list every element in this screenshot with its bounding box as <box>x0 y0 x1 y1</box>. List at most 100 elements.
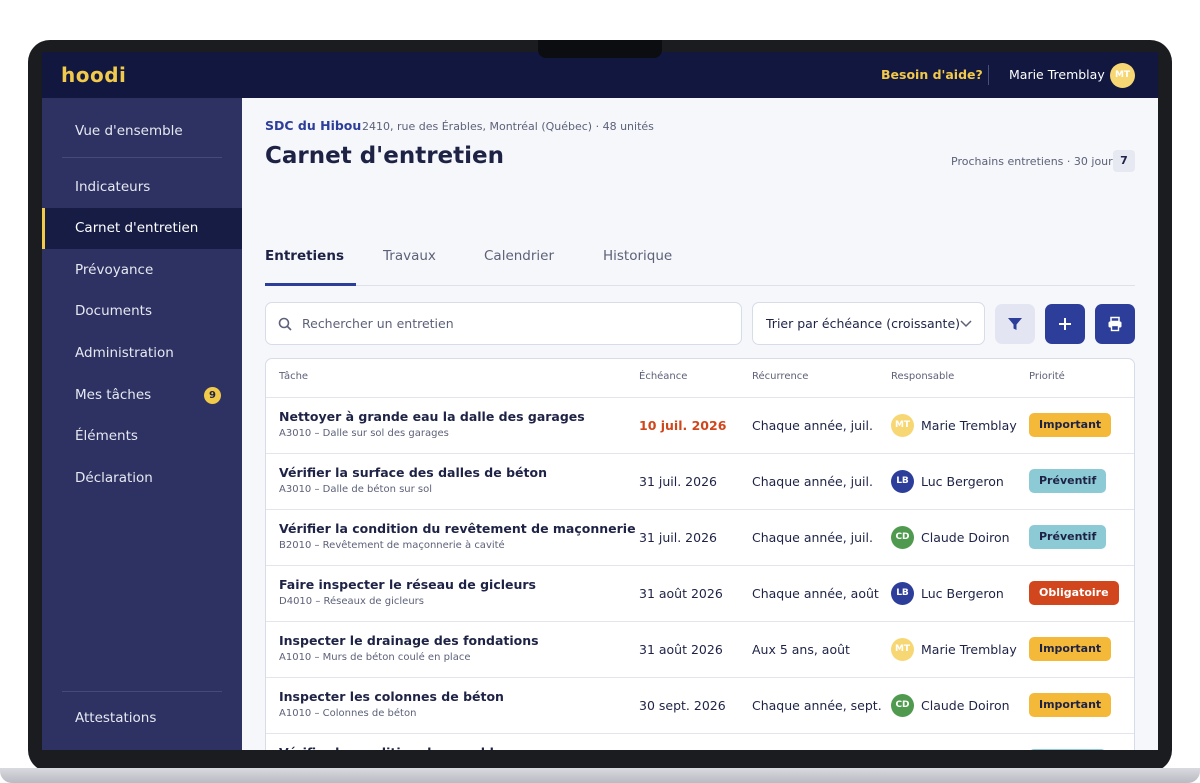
add-button[interactable] <box>1045 304 1085 344</box>
user-avatar[interactable]: MT <box>1110 63 1135 88</box>
task-name: Inspecter les colonnes de béton <box>279 689 504 704</box>
owner-name: Marie Tremblay <box>921 642 1017 657</box>
address: 2410, rue des Érables, Montréal (Québec)… <box>362 120 654 133</box>
due-date: 31 août 2026 <box>639 586 723 601</box>
tab[interactable]: Entretiens <box>265 248 344 264</box>
owner-avatar: MT <box>891 414 914 437</box>
owner-name: Luc Bergeron <box>921 474 1004 489</box>
chevron <box>960 320 972 328</box>
column-header: Récurrence <box>752 371 809 382</box>
recurrence: Chaque année, sept. <box>752 698 882 713</box>
screen: hoodi Besoin d'aide? Marie Tremblay MT A… <box>42 52 1158 750</box>
column-header: Responsable <box>891 371 955 382</box>
recurrence: Chaque année, juil. <box>752 530 873 545</box>
column-header: Tâche <box>279 371 309 382</box>
laptop-base <box>0 768 1200 783</box>
filter-icon <box>1008 318 1022 330</box>
top-bar: hoodi Besoin d'aide? Marie Tremblay MT <box>42 52 1158 98</box>
tab[interactable]: Travaux <box>383 248 436 264</box>
main: SDC du Hibou 2410, rue des Érables, Mont… <box>242 98 1158 750</box>
upcoming-label: Prochains entretiens · 30 jours <box>951 155 1119 168</box>
task-name: Nettoyer à grande eau la dalle des garag… <box>279 409 585 424</box>
tab-indicator <box>265 283 356 286</box>
nav-item[interactable]: Éléments <box>75 428 138 444</box>
owner-avatar: LB <box>891 582 914 605</box>
due-date: 30 sept. 2026 <box>639 698 726 713</box>
nav-badge: 9 <box>204 387 221 404</box>
column-header: Échéance <box>639 371 688 382</box>
priority-badge: Obligatoire <box>1029 581 1119 605</box>
org-name: SDC du Hibou <box>265 118 362 133</box>
page-title: Carnet d'entretien <box>265 143 504 169</box>
task-name: Faire inspecter le réseau de gicleurs <box>279 577 536 592</box>
priority-badge: Important <box>1029 413 1112 437</box>
priority-badge: Important <box>1029 637 1112 661</box>
table-row[interactable]: Faire inspecter le réseau de gicleurs D40… <box>266 565 1134 622</box>
owner-name: Luc Bergeron <box>921 586 1004 601</box>
divider <box>988 65 989 85</box>
nav-item[interactable]: Vue d'ensemble <box>75 123 183 139</box>
nav-item[interactable]: Administration <box>75 345 174 361</box>
tabs-rule <box>265 285 1135 286</box>
table-row[interactable]: Inspecter le drainage des fondations A101… <box>266 621 1134 678</box>
due-date: 31 juil. 2026 <box>639 530 717 545</box>
task-code: B2010 – Revêtement de maçonnerie à cavit… <box>279 540 505 551</box>
task-name: Vérifier la surface des dalles de béton <box>279 465 547 480</box>
owner-avatar: LB <box>891 470 914 493</box>
due-date: 31 août 2026 <box>639 642 723 657</box>
table-row[interactable]: Nettoyer à grande eau la dalle des garag… <box>266 397 1134 454</box>
owner-avatar: CD <box>891 694 914 717</box>
search-placeholder: Rechercher un entretien <box>302 316 454 331</box>
owner-name: Claude Doiron <box>921 698 1010 713</box>
search-icon <box>278 317 292 331</box>
recurrence: Aux 5 ans, août <box>752 642 850 657</box>
task-name: Inspecter le drainage des fondations <box>279 633 539 648</box>
separator <box>62 157 222 158</box>
user-name[interactable]: Marie Tremblay <box>1009 67 1105 82</box>
table-row[interactable]: Vérifier la surface des dalles de béton A… <box>266 453 1134 510</box>
task-code: A1010 – Colonnes de béton <box>279 708 417 719</box>
owner-avatar: CD <box>891 526 914 549</box>
upcoming-count: 7 <box>1113 150 1135 172</box>
help-link[interactable]: Besoin d'aide? <box>881 67 983 82</box>
tab[interactable]: Calendrier <box>484 248 555 264</box>
nav-item[interactable]: Carnet d'entretien <box>42 208 242 249</box>
priority-badge: Préventif <box>1029 469 1107 493</box>
sort-select[interactable]: Trier par échéance (croissante) <box>752 302 985 345</box>
table-row[interactable]: Vérifier la condition des comblesB3020 –… <box>266 733 1134 750</box>
recurrence: Chaque année, août <box>752 586 879 601</box>
priority-badge: Préventif <box>1029 749 1107 750</box>
table-row[interactable]: Vérifier la condition du revêtement de m… <box>266 509 1134 566</box>
table-row[interactable]: Inspecter les colonnes de béton A1010 – C… <box>266 677 1134 734</box>
task-name: Vérifier la condition des combles <box>279 745 510 750</box>
nav-item[interactable]: Documents <box>75 303 152 319</box>
nav-item[interactable]: Déclaration <box>75 470 153 486</box>
priority-badge: Important <box>1029 693 1112 717</box>
sidebar: Attestations Vue d'ensemble Indicateurs Ca… <box>42 98 242 750</box>
column-header: Priorité <box>1029 371 1065 382</box>
priority-badge: Préventif <box>1029 525 1107 549</box>
nav-item[interactable]: Prévoyance <box>75 262 154 278</box>
recurrence: Chaque année, juil. <box>752 474 873 489</box>
tab[interactable]: Historique <box>603 248 673 264</box>
nav-item[interactable]: Mes tâches 9 <box>42 375 242 416</box>
nav-item[interactable]: Attestations <box>75 710 157 726</box>
plus-icon <box>1059 318 1071 330</box>
nav-item[interactable]: Indicateurs <box>75 179 151 195</box>
search-box[interactable]: Rechercher un entretien <box>265 302 742 345</box>
task-code: A3010 – Dalle de béton sur sol <box>279 484 433 495</box>
task-table: Tâche Échéance Récurrence Responsable Priori… <box>265 358 1135 750</box>
task-code: A3010 – Dalle sur sol des garages <box>279 428 449 439</box>
sort-label: Trier par échéance (croissante) <box>766 316 961 331</box>
recurrence: Chaque année, juil. <box>752 418 873 433</box>
logo[interactable]: hoodi <box>61 63 127 87</box>
print-button[interactable] <box>1095 304 1135 344</box>
owner-name: Marie Tremblay <box>921 418 1017 433</box>
filter-button[interactable] <box>995 304 1035 344</box>
separator <box>62 691 222 692</box>
due-date: 10 juil. 2026 <box>639 418 727 433</box>
print-icon <box>1108 316 1122 332</box>
camera-notch <box>538 40 662 58</box>
